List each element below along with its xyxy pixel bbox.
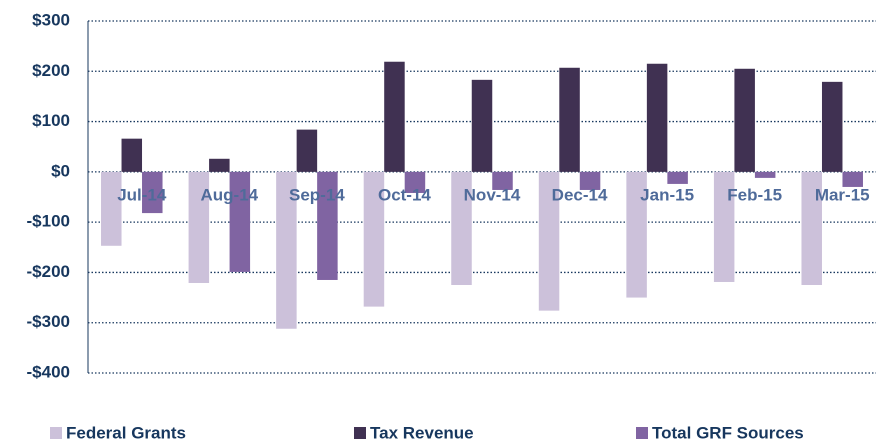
y-tick-label: -$200 bbox=[27, 262, 70, 281]
bar bbox=[471, 79, 493, 172]
bar bbox=[626, 171, 647, 298]
x-tick-label: Jan-15 bbox=[640, 185, 694, 204]
bar bbox=[317, 171, 338, 280]
bar bbox=[842, 171, 863, 187]
legend-label: Tax Revenue bbox=[370, 423, 474, 442]
bar bbox=[363, 171, 385, 307]
bar bbox=[101, 171, 122, 246]
bar bbox=[646, 63, 668, 172]
bar bbox=[492, 171, 513, 190]
bar bbox=[538, 171, 560, 311]
y-tick-label: $100 bbox=[32, 111, 70, 130]
bar bbox=[821, 81, 843, 172]
x-tick-label: Oct-14 bbox=[378, 185, 431, 204]
y-tick-label: $300 bbox=[32, 10, 70, 29]
x-tick-label: Dec-14 bbox=[552, 185, 608, 204]
x-tick-label: Aug-14 bbox=[201, 185, 259, 204]
x-tick-label: Nov-14 bbox=[464, 185, 521, 204]
bar bbox=[276, 171, 297, 329]
legend-swatch bbox=[50, 427, 62, 439]
bar bbox=[188, 171, 210, 283]
legend-label: Federal Grants bbox=[66, 423, 186, 442]
x-tick-label: Jul-14 bbox=[117, 185, 167, 204]
y-tick-label: -$100 bbox=[27, 212, 70, 231]
bar bbox=[801, 171, 822, 285]
bar bbox=[451, 171, 472, 285]
bar bbox=[713, 171, 735, 282]
bar bbox=[229, 171, 251, 272]
x-tick-label: Sep-14 bbox=[289, 185, 345, 204]
y-tick-label: -$300 bbox=[27, 312, 70, 331]
y-tick-label: $0 bbox=[51, 161, 70, 180]
bar bbox=[209, 158, 230, 172]
bar bbox=[734, 68, 755, 172]
bar bbox=[142, 171, 163, 214]
bar bbox=[121, 138, 143, 172]
y-tick-label: -$400 bbox=[27, 362, 70, 381]
bar bbox=[667, 171, 688, 184]
bar bbox=[404, 171, 426, 193]
bar bbox=[754, 171, 776, 178]
bar bbox=[559, 67, 580, 172]
bar bbox=[384, 61, 405, 172]
bar bbox=[579, 171, 601, 190]
x-tick-label: Mar-15 bbox=[815, 185, 870, 204]
bar bbox=[296, 129, 318, 172]
y-tick-label: $200 bbox=[32, 61, 70, 80]
x-tick-label: Feb-15 bbox=[727, 185, 782, 204]
legend-swatch bbox=[354, 427, 366, 439]
legend-label: Total GRF Sources bbox=[652, 423, 804, 442]
legend-swatch bbox=[636, 427, 648, 439]
